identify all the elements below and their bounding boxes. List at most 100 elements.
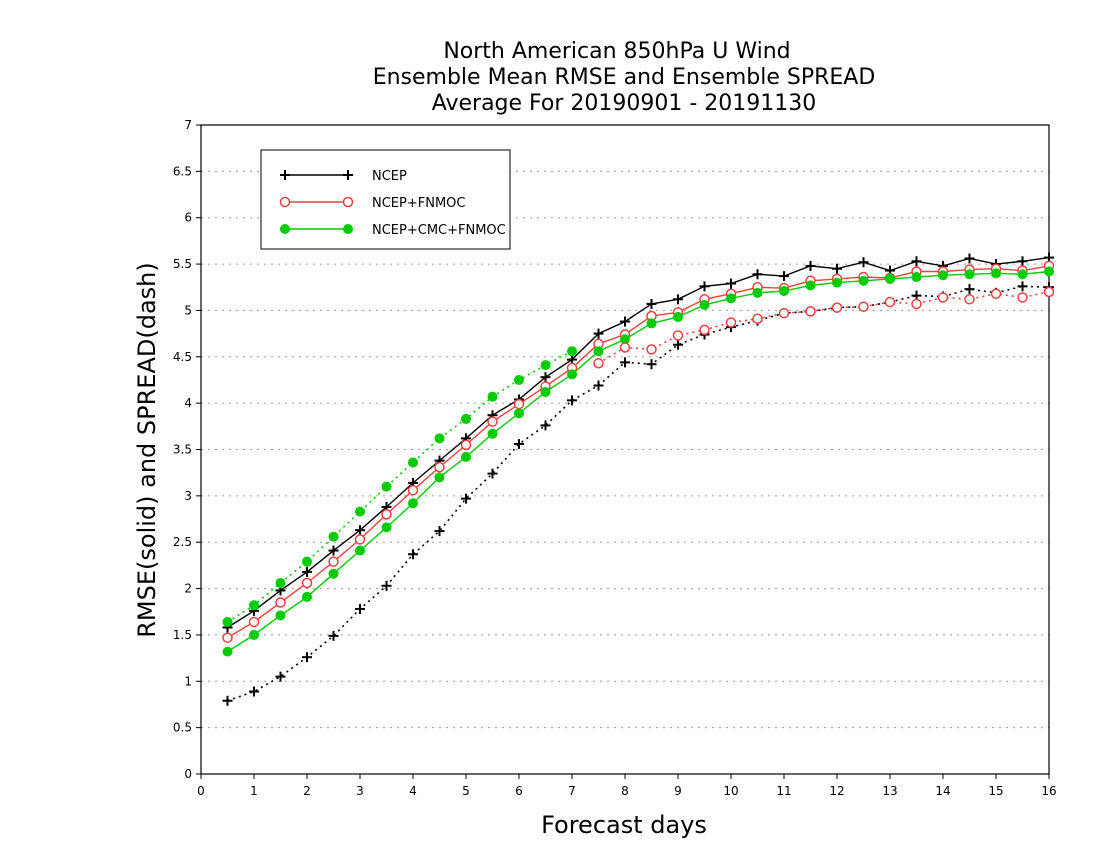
ncep-cmc-fnmoc-rmse-point	[434, 472, 445, 483]
chart-title: North American 850hPa U Wind Ensemble Me…	[373, 39, 876, 116]
ncep-fnmoc-spread-point	[725, 317, 737, 328]
x-tick-label: 0	[197, 784, 205, 798]
ncep-spread-point	[461, 493, 471, 504]
legend-marker	[343, 224, 353, 234]
y-tick-label: 3.5	[173, 443, 192, 457]
ncep-rmse-point	[593, 328, 604, 339]
ncep-spread-point	[222, 695, 233, 706]
ncep-fnmoc-rmse-point	[487, 416, 498, 427]
ncep-cmc-fnmoc-spread-point	[222, 616, 233, 627]
ncep-spread-point	[673, 339, 683, 350]
ncep-cmc-fnmoc-spread-point	[381, 481, 392, 492]
ncep-cmc-fnmoc-rmse-point	[858, 275, 869, 286]
ncep-fnmoc-spread-line	[598, 291, 1050, 364]
ncep-spread-point	[434, 526, 445, 537]
ncep-spread-point	[408, 549, 418, 560]
ncep-spread-point	[646, 359, 657, 370]
ncep-rmse-point	[328, 545, 339, 556]
ncep-spread-point	[487, 468, 498, 479]
ncep-fnmoc-spread-point	[911, 298, 922, 310]
y-tick-label: 1	[184, 674, 192, 688]
x-tick-label: 2	[303, 784, 311, 798]
ncep-cmc-fnmoc-rmse-point	[1044, 266, 1054, 277]
ncep-fnmoc-spread-point	[805, 306, 816, 317]
ncep-rmse-point	[540, 372, 551, 383]
ncep-rmse-point	[964, 253, 975, 264]
y-tick-label: 6	[184, 211, 192, 225]
ncep-spread-point	[1017, 281, 1028, 292]
x-tick-label: 10	[723, 784, 738, 798]
ncep-rmse-point	[699, 281, 710, 292]
series-markers	[222, 252, 1055, 706]
y-tick-label: 5.5	[173, 257, 192, 271]
ncep-spread-point	[302, 652, 312, 663]
x-tick-label: 15	[988, 784, 1003, 798]
chart-title-line-2: Ensemble Mean RMSE and Ensemble SPREAD	[373, 65, 876, 90]
y-tick-label: 2	[184, 582, 192, 596]
ncep-spread-point	[593, 380, 604, 391]
ncep-rmse-point	[805, 260, 816, 271]
series-lines	[227, 256, 1050, 702]
legend-label: NCEP+FNMOC	[372, 196, 465, 211]
legend-label: NCEP	[372, 169, 407, 184]
chart-title-line-1: North American 850hPa U Wind	[443, 39, 790, 64]
ncep-rmse-point	[911, 256, 922, 267]
ncep-cmc-fnmoc-rmse-point	[885, 273, 895, 284]
legend-marker	[343, 170, 353, 180]
ncep-cmc-fnmoc-rmse-point	[381, 522, 392, 533]
ncep-cmc-fnmoc-rmse-point	[540, 387, 551, 398]
y-tick-label: 2.5	[173, 535, 192, 549]
ncep-cmc-fnmoc-rmse-point	[832, 277, 842, 288]
ncep-cmc-fnmoc-spread-point	[302, 556, 312, 567]
ncep-fnmoc-spread-point	[884, 296, 896, 308]
ncep-cmc-fnmoc-spread-point	[408, 457, 418, 468]
ncep-fnmoc-spread-point	[672, 330, 684, 341]
ncep-cmc-fnmoc-spread-point	[249, 600, 259, 611]
x-tick-label: 8	[621, 784, 629, 798]
y-tick-label: 5	[184, 303, 192, 317]
ncep-rmse-point	[832, 263, 842, 274]
x-tick-label: 1	[250, 784, 258, 798]
x-tick-label: 4	[409, 784, 417, 798]
ncep-cmc-fnmoc-rmse-point	[355, 545, 365, 556]
ncep-rmse-point	[620, 316, 630, 327]
ncep-cmc-fnmoc-rmse-point	[249, 629, 259, 640]
legend: NCEP NCEP+FNMOC NCEP+CMC+FNMOC	[260, 149, 511, 250]
ncep-cmc-fnmoc-spread-point	[514, 374, 524, 385]
ncep-fnmoc-rmse-line	[227, 265, 1050, 639]
x-tick-label: 6	[515, 784, 523, 798]
ncep-spread-point	[275, 671, 286, 682]
ncep-spread-point	[249, 686, 259, 697]
ncep-rmse-point	[646, 298, 657, 309]
legend-marker	[280, 170, 290, 180]
ncep-cmc-fnmoc-rmse-point	[646, 318, 657, 329]
x-tick-label: 14	[935, 784, 950, 798]
ncep-fnmoc-rmse-point	[460, 439, 472, 451]
ncep-cmc-fnmoc-rmse-point	[1017, 269, 1028, 280]
ncep-cmc-fnmoc-rmse-point	[514, 408, 524, 419]
ncep-fnmoc-spread-point	[752, 313, 763, 325]
x-tick-label: 12	[829, 784, 844, 798]
ncep-fnmoc-rmse-point	[275, 597, 286, 608]
ncep-fnmoc-spread-point	[831, 302, 843, 313]
ncep-cmc-fnmoc-rmse-point	[487, 428, 498, 439]
ncep-fnmoc-rmse-point	[248, 616, 260, 628]
ncep-rmse-point	[779, 271, 789, 282]
ncep-rmse-point	[858, 257, 869, 268]
ncep-cmc-fnmoc-rmse-point	[593, 346, 604, 357]
ncep-fnmoc-spread-point	[1017, 292, 1028, 303]
legend-marker	[279, 196, 291, 208]
y-tick-label: 4	[184, 396, 192, 410]
ncep-fnmoc-rmse-point	[434, 461, 445, 473]
ncep-cmc-fnmoc-spread-point	[328, 531, 339, 542]
ncep-cmc-fnmoc-rmse-point	[991, 268, 1001, 279]
ncep-cmc-fnmoc-rmse-point	[328, 568, 339, 579]
ncep-cmc-fnmoc-spread-point	[487, 391, 498, 402]
ncep-cmc-fnmoc-rmse-point	[408, 498, 418, 509]
ncep-fnmoc-rmse-point	[381, 509, 392, 520]
ncep-fnmoc-rmse-point	[328, 556, 339, 567]
y-tick-label: 4.5	[173, 350, 192, 364]
ncep-fnmoc-spread-point	[937, 292, 949, 303]
legend-box	[260, 149, 511, 250]
ncep-cmc-fnmoc-rmse-point	[673, 311, 683, 322]
